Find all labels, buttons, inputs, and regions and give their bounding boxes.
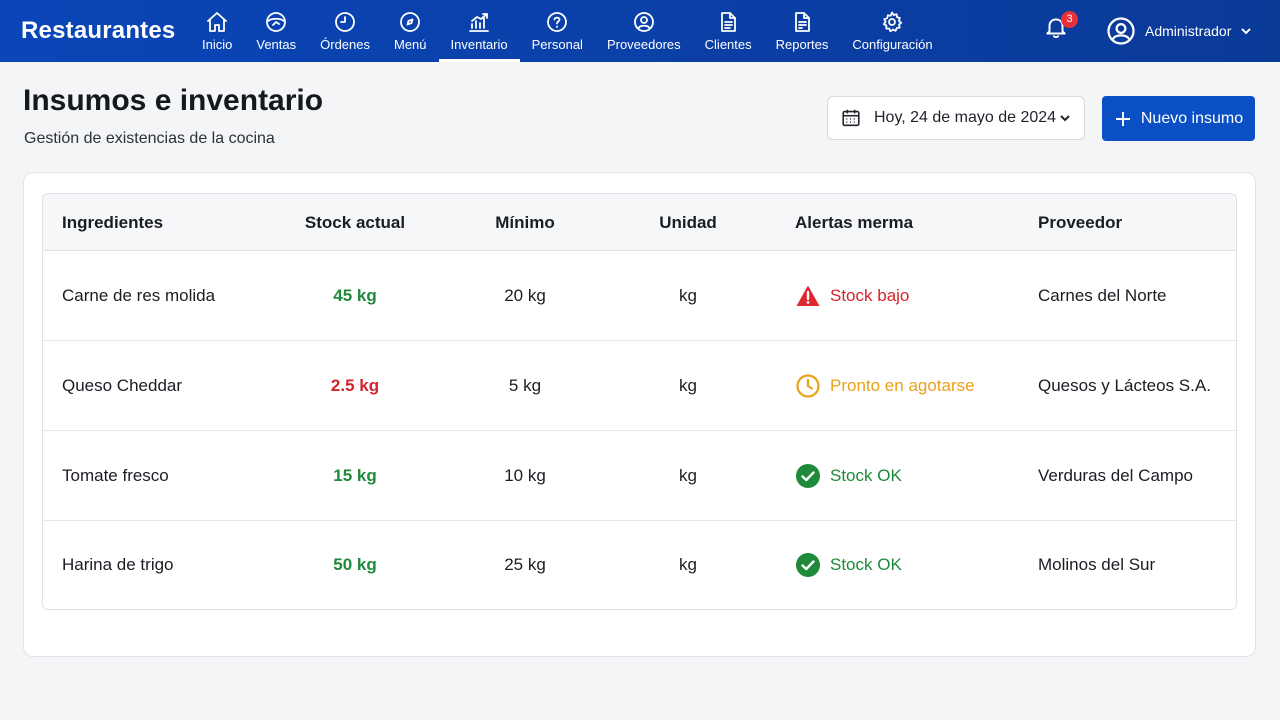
cell-ingredient: Carne de res molida — [62, 285, 216, 305]
new-supply-button[interactable]: Nuevo insumo — [1102, 96, 1255, 141]
bell-icon — [1046, 18, 1066, 38]
cell-minimum: 5 kg — [508, 375, 542, 395]
cell-minimum: 10 kg — [504, 465, 546, 485]
cell-unit: kg — [679, 375, 697, 395]
nav-item-configuracion[interactable]: Configuración — [840, 0, 944, 62]
gear-icon — [883, 11, 903, 33]
cell-minimum: 20 kg — [504, 285, 546, 305]
nav-item-proveedores[interactable]: Proveedores — [595, 0, 693, 62]
alert-label: Stock OK — [830, 465, 902, 485]
cell-ingredient: Harina de trigo — [62, 555, 174, 574]
cell-supplier: Verduras del Campo — [1038, 465, 1193, 485]
date-picker[interactable]: Hoy, 24 de mayo de 2024 — [827, 96, 1085, 140]
nav-label: Reportes — [775, 37, 829, 52]
nav-item-reportes[interactable]: Reportes — [764, 0, 841, 62]
nav-label: Ventas — [256, 37, 297, 52]
calendar-icon — [842, 109, 860, 127]
help-circle-icon — [547, 12, 568, 32]
header-unidad[interactable]: Unidad — [659, 213, 717, 232]
nav-item-ordenes[interactable]: Órdenes — [308, 0, 382, 62]
cell-supplier: Quesos y Lácteos S.A. — [1038, 375, 1211, 395]
main-nav: Inicio Ventas Órdenes Menú Inventario Pe… — [190, 0, 945, 62]
cell-stock: 15 kg — [333, 465, 377, 485]
nav-label: Menú — [394, 37, 427, 52]
check-circle-icon — [796, 553, 820, 577]
report-icon — [795, 12, 810, 32]
cell-stock: 50 kg — [333, 555, 377, 574]
table-header: Ingredientes Stock actual Mínimo Unidad … — [43, 194, 1236, 251]
sales-icon — [266, 12, 287, 32]
cell-unit: kg — [679, 465, 697, 485]
plus-icon — [1115, 111, 1130, 126]
nav-item-personal[interactable]: Personal — [520, 0, 595, 62]
nav-label: Inventario — [450, 37, 508, 52]
nav-item-menu[interactable]: Menú — [382, 0, 439, 62]
table-row[interactable]: Harina de trigo 50 kg 25 kg kg Stock OK … — [43, 521, 1236, 609]
user-name: Administrador — [1145, 23, 1232, 39]
table-row[interactable]: Queso Cheddar 2.5 kg 5 kg kg Pronto en a… — [43, 341, 1236, 431]
alert-label: Pronto en agotarse — [830, 375, 975, 395]
nav-label: Personal — [531, 37, 583, 52]
cell-ingredient: Queso Cheddar — [62, 375, 183, 395]
page-title: Insumos e inventario — [23, 84, 324, 117]
cell-stock: 45 kg — [333, 285, 377, 305]
check-circle-icon — [796, 463, 820, 488]
home-icon — [207, 12, 228, 32]
user-avatar-icon — [1107, 17, 1135, 45]
notification-count-badge: 3 — [1061, 11, 1078, 28]
new-supply-button-label: Nuevo insumo — [1140, 109, 1244, 127]
table-row[interactable]: Tomate fresco 15 kg 10 kg kg Stock OK Ve… — [43, 431, 1236, 521]
nav-item-inventario[interactable]: Inventario — [438, 0, 520, 62]
date-picker-label: Hoy, 24 de mayo de 2024 — [874, 109, 1057, 126]
clock-warning-icon — [796, 373, 820, 398]
header-proveedor[interactable]: Proveedor — [1038, 213, 1123, 232]
cell-supplier: Carnes del Norte — [1038, 285, 1167, 305]
nav-label: Órdenes — [320, 37, 370, 52]
inventory-table: Ingredientes Stock actual Mínimo Unidad … — [42, 193, 1237, 610]
cell-unit: kg — [679, 285, 697, 305]
user-circle-icon — [633, 12, 654, 32]
nav-label: Proveedores — [606, 37, 681, 52]
menu-compass-icon — [400, 12, 421, 32]
chart-icon — [469, 13, 489, 32]
alert-label: Stock OK — [830, 555, 902, 574]
notifications-button[interactable]: 3 — [1043, 11, 1078, 44]
cell-stock: 2.5 kg — [330, 375, 380, 395]
nav-item-ventas[interactable]: Ventas — [244, 0, 308, 62]
chevron-down-icon — [1060, 115, 1070, 122]
top-navigation-bar: Restaurantes Inicio Ventas Órdenes Menú … — [0, 0, 1280, 62]
header-alertas-merma[interactable]: Alertas merma — [795, 213, 914, 232]
header-minimo[interactable]: Mínimo — [495, 213, 555, 232]
nav-label: Inicio — [202, 37, 233, 52]
alert-label: Stock bajo — [830, 285, 910, 305]
inventory-card: Ingredientes Stock actual Mínimo Unidad … — [23, 172, 1256, 657]
warning-triangle-icon — [796, 285, 820, 306]
cell-minimum: 25 kg — [504, 555, 546, 574]
app-brand[interactable]: Restaurantes — [21, 17, 176, 44]
user-menu[interactable]: Administrador — [1106, 15, 1253, 47]
chevron-down-icon — [1241, 28, 1252, 35]
header-stock-actual[interactable]: Stock actual — [304, 213, 406, 232]
cell-supplier: Molinos del Sur — [1038, 555, 1156, 574]
table-row[interactable]: Carne de res molida 45 kg 20 kg kg Stock… — [43, 251, 1236, 341]
cell-alert: Stock OK — [795, 431, 902, 520]
nav-item-clientes[interactable]: Clientes — [693, 0, 764, 62]
nav-label: Configuración — [852, 37, 933, 52]
cell-ingredient: Tomate fresco — [62, 465, 169, 485]
document-icon — [721, 12, 737, 32]
header-ingredientes[interactable]: Ingredientes — [62, 213, 164, 232]
cell-unit: kg — [679, 555, 697, 574]
cell-alert: Stock bajo — [795, 251, 909, 340]
cell-alert: Pronto en agotarse — [795, 341, 975, 430]
nav-label: Clientes — [704, 37, 752, 52]
nav-item-inicio[interactable]: Inicio — [190, 0, 244, 62]
clock-icon — [335, 12, 355, 32]
cell-alert: Stock OK — [795, 521, 902, 609]
page-subtitle: Gestión de existencias de la cocina — [24, 130, 275, 147]
